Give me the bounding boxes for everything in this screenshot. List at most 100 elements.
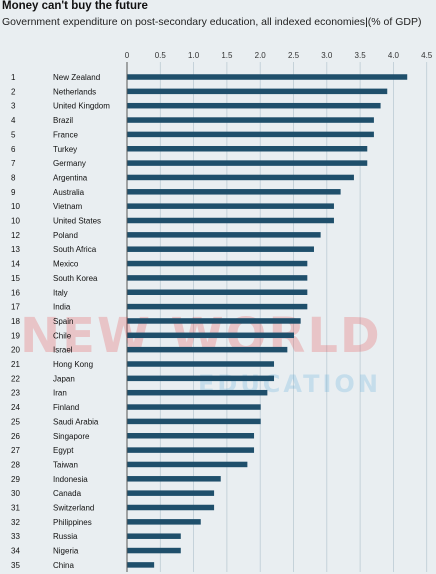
bar — [127, 346, 288, 353]
category-label: New Zealand — [53, 73, 100, 82]
rank-label: 30 — [11, 489, 20, 498]
x-tick-label: 1.5 — [221, 51, 233, 60]
rank-label: 21 — [11, 360, 20, 369]
x-tick-label: 2.0 — [255, 51, 267, 60]
bar — [127, 404, 261, 410]
category-label: Australia — [53, 188, 85, 197]
x-tick-label: 1.0 — [188, 51, 200, 60]
bar — [127, 461, 248, 468]
bar-row: 12 Poland — [11, 231, 321, 240]
rank-label: 9 — [11, 188, 16, 197]
category-label: Switzerland — [53, 504, 94, 513]
bar-row: 8 Argentina — [11, 173, 354, 182]
rank-label: 23 — [11, 389, 20, 398]
rank-label: 24 — [11, 403, 20, 412]
chart-title: Money can't buy the future — [2, 0, 148, 12]
bar-row: 17 India — [11, 303, 308, 312]
bar — [127, 375, 275, 382]
rank-label: 16 — [11, 288, 20, 297]
bar-row: 24 Finland — [11, 403, 261, 412]
x-tick-label: 2.5 — [288, 51, 300, 60]
bar — [127, 174, 354, 181]
bar-row: 14 Mexico — [11, 260, 308, 269]
bar-row: 31 Switzerland — [11, 504, 215, 513]
bar — [127, 275, 308, 281]
rank-label: 18 — [11, 317, 20, 326]
category-label: United States — [53, 217, 101, 226]
bar-rows: 1 New Zealand 2 Netherlands 3 United Kingdom 4… — [11, 73, 408, 570]
category-label: Turkey — [53, 145, 77, 154]
bar — [127, 131, 374, 138]
rank-label: 33 — [11, 532, 20, 541]
bar-row: 1 New Zealand — [11, 73, 408, 82]
bar-row: 23 Iran — [11, 389, 268, 398]
bar — [127, 117, 374, 123]
category-label: Philippines — [53, 518, 92, 527]
rank-label: 12 — [11, 231, 20, 240]
bar — [127, 433, 255, 439]
x-axis-ticks: 0 0.5 1.0 1.5 2.0 2.5 3.0 3.5 4.0 4.5 — [125, 51, 433, 60]
bar — [127, 260, 308, 267]
bar — [127, 203, 334, 209]
category-label: Taiwan — [53, 460, 78, 469]
bar-row: 16 Italy — [11, 288, 308, 297]
bar-row: 2 Netherlands — [11, 87, 388, 96]
category-label: Canada — [53, 489, 82, 498]
bar — [127, 146, 368, 152]
rank-label: 3 — [11, 102, 16, 111]
bar — [127, 490, 215, 496]
bar — [127, 476, 221, 482]
rank-label: 13 — [11, 245, 20, 254]
rank-label: 5 — [11, 130, 16, 139]
bar — [127, 74, 408, 80]
category-label: Argentina — [53, 173, 88, 182]
chart-subtitle: Government expenditure on post-secondary… — [2, 16, 421, 28]
bar — [127, 189, 341, 195]
category-label: Russia — [53, 532, 78, 541]
category-label: United Kingdom — [53, 102, 110, 111]
bar-row: 21 Hong Kong — [11, 360, 275, 369]
bar — [127, 389, 268, 396]
bar-row: 5 France — [11, 130, 374, 139]
bar-row: 20 Israel — [11, 346, 288, 355]
bar — [127, 361, 275, 367]
rank-label: 29 — [11, 475, 20, 484]
text-cursor: | — [365, 16, 368, 28]
rank-label: 2 — [11, 87, 16, 96]
rank-label: 14 — [11, 260, 20, 269]
rank-label: 19 — [11, 331, 20, 340]
rank-label: 10 — [11, 202, 20, 211]
rank-label: 8 — [11, 173, 16, 182]
bar-row: 28 Taiwan — [11, 460, 248, 469]
subtitle-unit: (% of GDP) — [367, 16, 422, 28]
category-label: Egypt — [53, 446, 74, 455]
bar — [127, 447, 255, 453]
bar-row: 4 Brazil — [11, 116, 374, 125]
rank-label: 35 — [11, 561, 20, 570]
bar — [127, 246, 314, 252]
category-label: Italy — [53, 288, 68, 297]
x-tick-label: 0 — [125, 51, 130, 60]
bar-row: 15 South Korea — [11, 274, 308, 283]
category-label: Netherlands — [53, 87, 96, 96]
bar — [127, 289, 308, 295]
category-label: Hong Kong — [53, 360, 93, 369]
category-label: Mexico — [53, 260, 79, 269]
bar — [127, 547, 181, 554]
category-label: Germany — [53, 159, 86, 168]
bar-row: 27 Egypt — [11, 446, 255, 455]
category-label: Singapore — [53, 432, 90, 441]
rank-label: 27 — [11, 446, 20, 455]
bar — [127, 217, 334, 224]
bar-row: 9 Australia — [11, 188, 341, 197]
category-label: Indonesia — [53, 475, 88, 484]
category-label: Finland — [53, 403, 79, 412]
rank-label: 15 — [11, 274, 20, 283]
rank-label: 32 — [11, 518, 20, 527]
category-label: Brazil — [53, 116, 73, 125]
rank-label: 28 — [11, 460, 20, 469]
x-tick-label: 0.5 — [155, 51, 167, 60]
bar — [127, 332, 294, 339]
bar-row: 6 Turkey — [11, 145, 368, 154]
bar — [127, 88, 388, 95]
